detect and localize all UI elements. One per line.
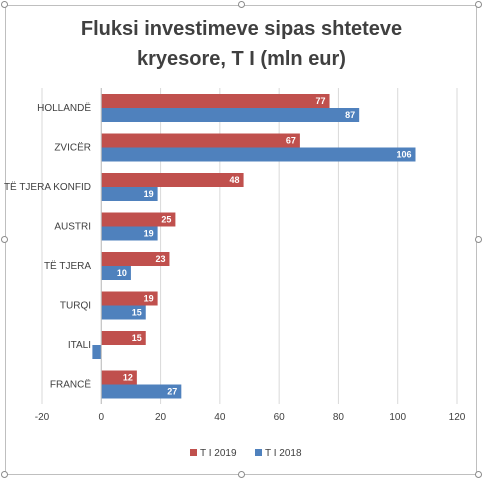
- category-label: TË TJERA: [44, 260, 91, 272]
- chart-title-line1: Fluksi investimeve sipas shteteve: [80, 18, 403, 40]
- bar: [101, 305, 146, 320]
- x-tick-label: 20: [155, 412, 167, 423]
- data-label: 87: [345, 110, 355, 120]
- bar: [101, 147, 416, 162]
- category-label: HOLLANDË: [37, 102, 91, 114]
- bar: [92, 345, 102, 359]
- resize-handle-left[interactable]: [1, 236, 8, 243]
- bar: [101, 226, 158, 241]
- bar: [101, 173, 244, 187]
- category-label: TË TJERA KONFID: [4, 181, 91, 193]
- bar: [101, 384, 182, 399]
- category-label: TURQI: [60, 300, 91, 311]
- chart-title: Fluksi investimeve sipas shteteve kryeso…: [0, 14, 483, 74]
- data-label: 10: [117, 268, 127, 278]
- legend-swatch: [255, 449, 262, 456]
- data-label: 23: [155, 254, 165, 264]
- category-label: ZVICËR: [54, 141, 91, 153]
- data-label: 12: [123, 373, 133, 383]
- data-label: 77: [316, 96, 326, 106]
- x-tick-label: 0: [99, 412, 105, 423]
- data-label: 19: [144, 294, 154, 304]
- x-tick-label: 80: [333, 412, 345, 423]
- bar: [101, 252, 170, 266]
- data-label: 27: [167, 387, 177, 397]
- bar: [101, 187, 158, 201]
- legend-label: T I 2019: [200, 448, 237, 459]
- data-label: 15: [132, 308, 142, 318]
- data-label: 67: [286, 136, 296, 146]
- data-label: 48: [230, 175, 240, 185]
- bar: [101, 94, 330, 108]
- category-label: ITALI: [68, 340, 91, 351]
- data-label: 19: [144, 229, 154, 239]
- legend-label: T I 2018: [265, 448, 302, 459]
- bar: [101, 212, 176, 227]
- bar: [101, 291, 158, 306]
- resize-handle-top[interactable]: [238, 1, 245, 8]
- resize-handle-bottom-left[interactable]: [1, 471, 8, 478]
- resize-handle-top-right[interactable]: [475, 1, 482, 8]
- resize-handle-top-left[interactable]: [1, 1, 8, 8]
- bar: [101, 266, 131, 280]
- bar: [101, 133, 300, 148]
- bar: [101, 108, 360, 122]
- resize-handle-right[interactable]: [475, 236, 482, 243]
- x-tick-label: 120: [449, 412, 466, 423]
- x-tick-label: -20: [35, 412, 50, 423]
- chart-title-line2: kryesore, T I (mln eur): [137, 48, 346, 70]
- category-label: FRANCË: [50, 378, 91, 390]
- x-tick-label: 40: [214, 412, 226, 423]
- legend-swatch: [190, 449, 197, 456]
- x-tick-label: 100: [389, 412, 406, 423]
- bar: [101, 370, 137, 385]
- data-label: 106: [396, 150, 411, 160]
- resize-handle-bottom-right[interactable]: [475, 471, 482, 478]
- data-label: 25: [161, 215, 171, 225]
- x-tick-label: 60: [274, 412, 286, 423]
- data-label: 19: [144, 189, 154, 199]
- data-label: 15: [132, 333, 142, 343]
- bar: [101, 331, 146, 345]
- chart-area[interactable]: [5, 5, 477, 475]
- category-label: AUSTRI: [54, 221, 91, 232]
- resize-handle-bottom[interactable]: [238, 471, 245, 478]
